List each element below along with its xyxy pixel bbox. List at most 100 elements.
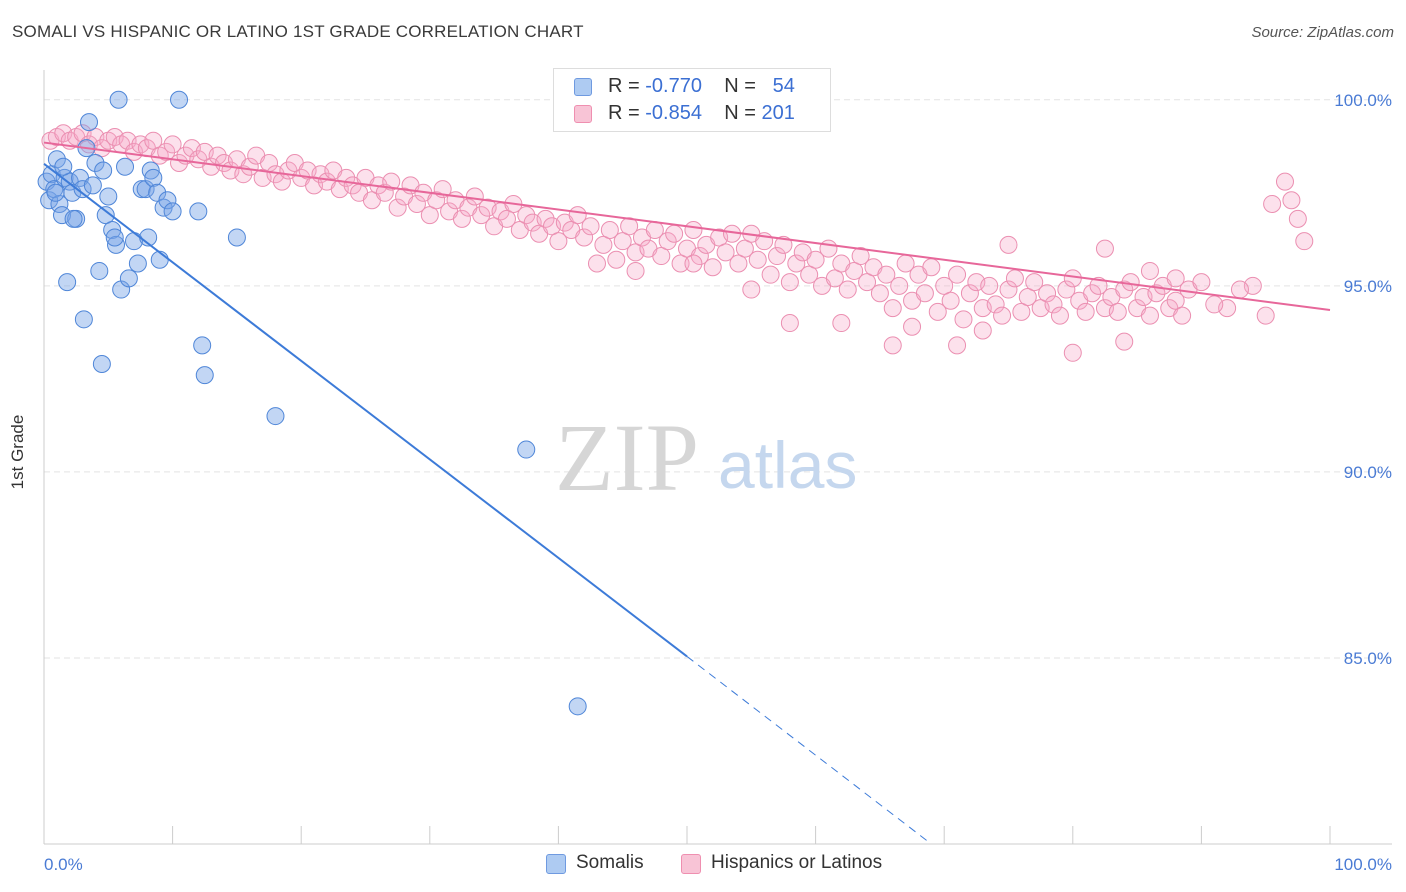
data-point: [575, 228, 594, 247]
data-point: [935, 276, 954, 295]
data-point: [761, 265, 780, 284]
data-point: [1121, 273, 1140, 292]
data-point: [193, 336, 212, 355]
data-point: [1076, 302, 1095, 321]
data-point: [64, 209, 83, 228]
data-point: [819, 239, 838, 258]
data-point: [993, 306, 1012, 325]
data-point: [158, 191, 177, 210]
data-point: [748, 250, 767, 269]
r-value: -0.854: [645, 102, 702, 124]
data-point: [1005, 269, 1024, 288]
data-point: [53, 206, 72, 225]
data-point: [47, 150, 66, 169]
source-attribution: Source: ZipAtlas.com: [1251, 24, 1394, 41]
watermark-zip: ZIP: [555, 404, 699, 511]
data-point: [600, 221, 619, 240]
data-point: [742, 280, 761, 299]
data-point: [407, 194, 426, 213]
data-point: [549, 232, 568, 251]
data-point: [973, 321, 992, 340]
data-point: [1018, 287, 1037, 306]
data-point: [1166, 291, 1185, 310]
n-value: 201: [761, 102, 795, 124]
data-point: [870, 284, 889, 303]
data-point: [1140, 261, 1159, 280]
hispanics-points: [41, 124, 1314, 362]
data-point: [99, 187, 118, 206]
data-point: [838, 280, 857, 299]
data-point: [266, 407, 285, 426]
data-point: [163, 202, 182, 221]
n-label: N =: [724, 75, 762, 97]
hispanics-swatch: [574, 105, 592, 123]
legend-label: Hispanics or Latinos: [711, 852, 883, 873]
data-point: [768, 247, 787, 266]
data-point: [1115, 332, 1134, 351]
data-point: [1025, 273, 1044, 292]
watermark: ZIP atlas: [555, 404, 857, 511]
data-point: [1147, 284, 1166, 303]
data-point: [684, 221, 703, 240]
gridlines: [44, 99, 1390, 659]
data-point: [735, 239, 754, 258]
data-point: [613, 232, 632, 251]
data-point: [928, 302, 947, 321]
data-point: [729, 254, 748, 273]
data-point: [684, 254, 703, 273]
data-point: [1166, 269, 1185, 288]
r-value: -0.770: [645, 75, 702, 97]
data-point: [150, 250, 169, 269]
data-point: [1063, 269, 1082, 288]
data-point: [915, 284, 934, 303]
stats-legend: R = -0.770 N = 54 R = -0.854 N = 201: [553, 68, 831, 132]
somalis-swatch: [546, 854, 566, 874]
data-point: [903, 317, 922, 336]
data-point: [427, 191, 446, 210]
data-point: [103, 221, 122, 240]
data-point: [1044, 295, 1063, 314]
data-point: [1095, 239, 1114, 258]
data-point: [1192, 273, 1211, 292]
data-point: [46, 183, 65, 202]
data-point: [671, 254, 690, 273]
data-point: [128, 254, 147, 273]
y-tick-label: 95.0%: [1344, 277, 1392, 296]
data-point: [877, 265, 896, 284]
data-point: [517, 206, 536, 225]
data-point: [92, 354, 111, 373]
data-point: [388, 198, 407, 217]
data-point: [119, 269, 138, 288]
r-label: R =: [608, 75, 646, 97]
data-point: [189, 202, 208, 221]
data-point: [581, 217, 600, 236]
data-point: [94, 161, 113, 180]
data-point: [148, 183, 167, 202]
x-tick-label: 100.0%: [1334, 855, 1392, 874]
somalis-swatch: [574, 78, 592, 96]
data-point: [1038, 284, 1057, 303]
data-point: [986, 295, 1005, 314]
data-point: [941, 291, 960, 310]
data-point: [587, 254, 606, 273]
data-point: [922, 258, 941, 277]
somalis-trend-extension: [686, 656, 932, 845]
data-point: [40, 191, 59, 210]
data-point: [1173, 306, 1192, 325]
data-point: [74, 310, 93, 329]
legend-label: Somalis: [576, 852, 644, 873]
data-point: [227, 228, 246, 247]
data-point: [948, 336, 967, 355]
r-label: R =: [608, 102, 646, 124]
data-point: [109, 90, 128, 109]
data-point: [652, 247, 671, 266]
n-value: 54: [772, 75, 795, 97]
data-point: [497, 209, 516, 228]
data-point: [375, 183, 394, 202]
data-point: [465, 187, 484, 206]
y-tick-label: 85.0%: [1344, 649, 1392, 668]
data-point: [1205, 295, 1224, 314]
y-tick-label: 90.0%: [1344, 463, 1392, 482]
data-point: [858, 273, 877, 292]
data-point: [54, 157, 73, 176]
